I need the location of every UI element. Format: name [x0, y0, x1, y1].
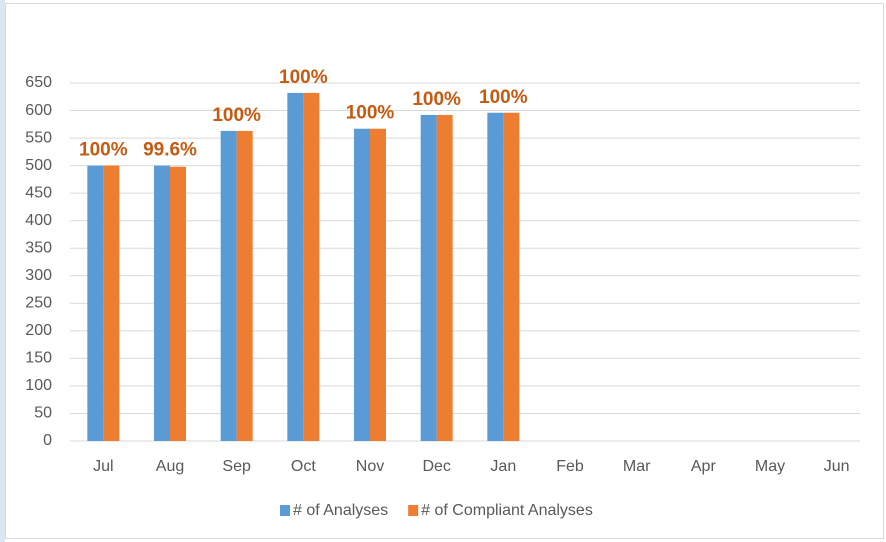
- bar: [370, 128, 386, 441]
- legend-label: # of Analyses: [293, 502, 388, 519]
- bar: [354, 128, 370, 441]
- x-tick-label: Oct: [291, 458, 316, 475]
- x-tick-label: Jun: [824, 458, 850, 475]
- bar: [236, 130, 253, 441]
- data-label: 100%: [412, 89, 461, 110]
- y-tick-label: 650: [25, 74, 52, 91]
- data-label: 100%: [479, 87, 528, 108]
- x-tick-label: Feb: [556, 458, 584, 475]
- bar: [170, 166, 186, 441]
- y-tick-label: 450: [25, 184, 52, 201]
- y-tick-label: 300: [25, 267, 52, 284]
- bar: [487, 112, 504, 441]
- y-tick-label: 100: [25, 377, 52, 394]
- y-tick-label: 500: [25, 157, 52, 174]
- y-tick-label: 250: [25, 295, 52, 312]
- bar: [420, 114, 437, 442]
- data-label: 100%: [79, 140, 128, 161]
- chart-border: [5, 3, 884, 539]
- y-tick-label: 600: [25, 102, 52, 119]
- y-tick-label: 350: [25, 239, 52, 256]
- bar: [436, 114, 453, 442]
- legend-swatch: [280, 505, 290, 516]
- x-tick-label: Sep: [222, 458, 251, 475]
- x-tick-label: Dec: [422, 458, 450, 475]
- y-tick-label: 50: [34, 405, 52, 422]
- bar: [303, 92, 320, 441]
- y-tick-label: 200: [25, 322, 52, 339]
- y-tick-label: 400: [25, 212, 52, 229]
- legend-swatch: [408, 505, 419, 516]
- bar: [503, 112, 520, 441]
- x-tick-label: Aug: [156, 458, 184, 475]
- y-tick-label: 550: [25, 129, 52, 146]
- y-tick-label: 150: [25, 350, 52, 367]
- bar: [220, 130, 237, 441]
- data-label: 99.6%: [143, 140, 197, 161]
- x-tick-label: Mar: [623, 458, 651, 475]
- x-tick-label: Jan: [490, 458, 516, 475]
- x-tick-label: Nov: [356, 458, 384, 475]
- x-tick-label: Apr: [691, 458, 717, 475]
- data-label: 100%: [279, 67, 328, 88]
- left-edge: [0, 0, 5, 542]
- legend-label: # of Compliant Analyses: [421, 502, 593, 519]
- data-label: 100%: [346, 103, 395, 124]
- x-tick-label: Jul: [93, 458, 113, 475]
- bar: [287, 92, 304, 441]
- bar: [103, 165, 120, 441]
- data-label: 100%: [212, 105, 261, 126]
- y-tick-label: 0: [43, 432, 52, 449]
- bar: [87, 165, 104, 441]
- bar: [154, 165, 170, 441]
- x-tick-label: May: [755, 458, 785, 475]
